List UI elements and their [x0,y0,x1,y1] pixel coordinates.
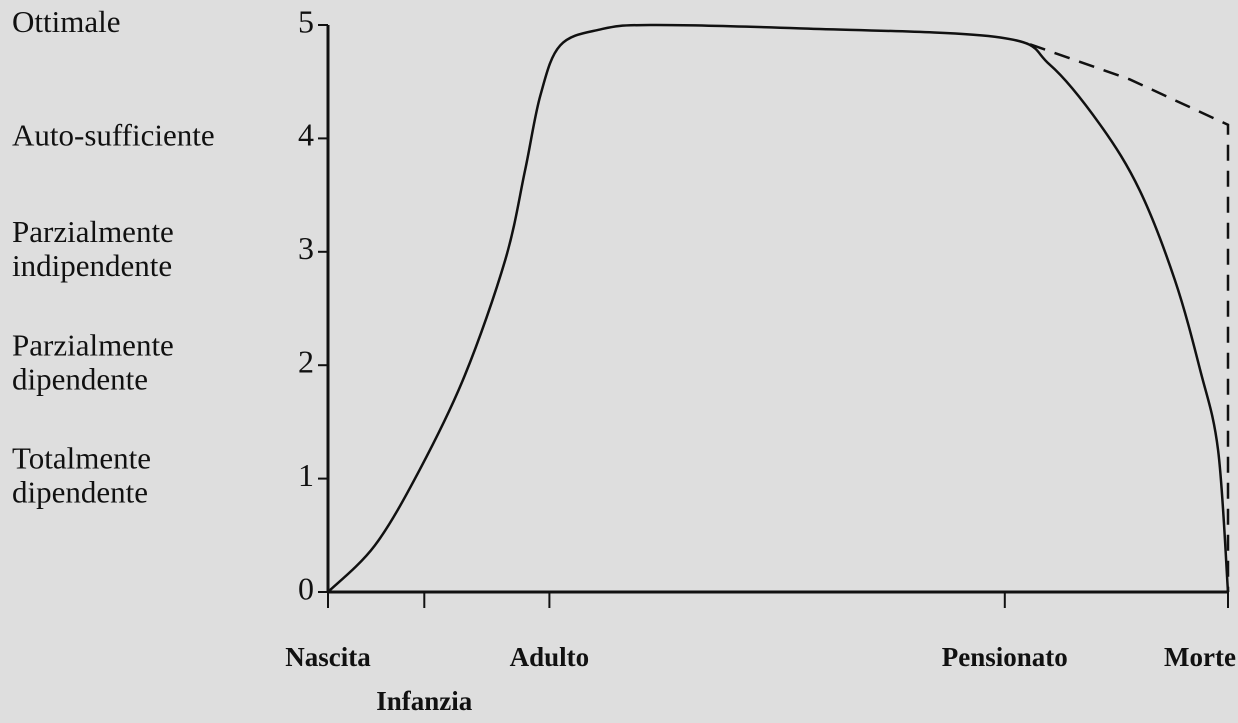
line-series [327,23,1230,593]
y-tick-label: 2 [298,344,314,380]
x-tick-label: Nascita [285,642,371,672]
level-label: Totalmente [12,441,151,476]
y-tick-label: 1 [298,457,314,493]
y-tick-label: 0 [298,570,314,606]
x-tick-label: Morte [1164,642,1236,672]
level-label: Parzialmente [12,327,174,362]
line-series [1029,43,1230,592]
y-tick-label: 5 [298,3,314,39]
y-tick-label: 3 [298,230,314,266]
y-tick-label: 4 [298,117,314,153]
level-label: Auto-sufficiente [12,118,215,153]
x-tick-label: Infanzia [376,686,473,716]
x-tick-label: Adulto [510,642,590,672]
level-label: Parzialmente [12,214,174,249]
level-label: indipendente [12,248,172,283]
level-label: Ottimale [12,4,120,39]
x-tick-label: Pensionato [942,642,1068,672]
level-label: dipendente [12,475,148,510]
level-label: dipendente [12,361,148,396]
